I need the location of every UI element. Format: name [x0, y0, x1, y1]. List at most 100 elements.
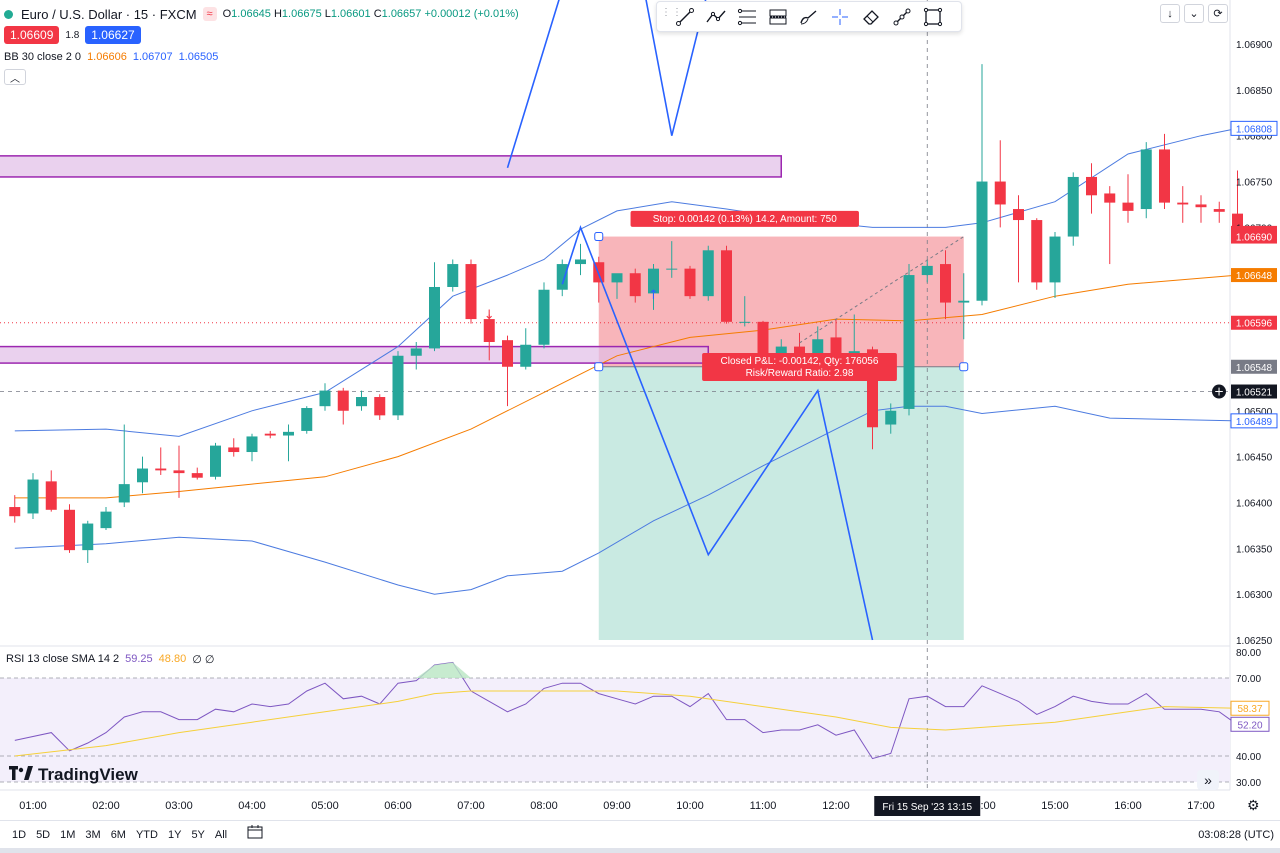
download-button[interactable]: ↓ [1160, 4, 1180, 23]
path-button[interactable] [700, 3, 731, 31]
select-area-button[interactable] [917, 3, 948, 31]
time-tick-label: 07:00 [457, 800, 485, 812]
period-6m[interactable]: 6M [110, 828, 126, 841]
candle [100, 507, 112, 530]
gear-icon: ⚙ [1247, 797, 1260, 813]
bb-indicator-name[interactable]: BB 30 close 2 0 [4, 51, 82, 63]
fib-retracement-button[interactable] [731, 3, 762, 31]
candle-body [301, 408, 313, 431]
period-5y[interactable]: 5Y [191, 828, 205, 841]
price-tick-label: 1.06450 [1236, 453, 1273, 464]
candle-body [721, 250, 732, 322]
crosshair-button[interactable] [824, 3, 855, 31]
time-tick-label: 17:00 [1187, 800, 1215, 812]
sell-button[interactable]: 1.06609 [4, 26, 60, 44]
time-tick-label: 06:00 [384, 800, 412, 812]
zigzag-line-upper [506, 0, 707, 169]
candle-body [9, 507, 21, 517]
closed-pnl-label-text: Closed P&L: -0.00142, Qty: 176056 [721, 356, 879, 367]
candle-body [483, 319, 495, 342]
price-tick-label: 1.06300 [1236, 590, 1273, 601]
price-label-text: 1.06690 [1236, 233, 1273, 244]
buy-button[interactable]: 1.06627 [85, 26, 141, 44]
candle-body [1195, 204, 1207, 208]
eraser-button[interactable] [855, 3, 886, 31]
chevron-down-icon: ⌄ [1189, 8, 1199, 20]
candle-body [958, 300, 970, 303]
bb-basis-value: 1.06606 [87, 51, 127, 63]
period-3m[interactable]: 3M [85, 828, 101, 841]
candle-body [410, 348, 422, 356]
reload-button[interactable]: ⟳ [1208, 4, 1228, 23]
period-5d[interactable]: 5D [36, 828, 51, 841]
candle [27, 473, 39, 519]
candle [392, 351, 404, 420]
price-tick-label: 1.06350 [1236, 544, 1273, 555]
tv-logo-icon [9, 765, 33, 785]
bb-lower-value: 1.06505 [178, 51, 219, 63]
candle-body [1122, 202, 1134, 211]
period-all[interactable]: All [214, 828, 228, 841]
rsi-indicator-name[interactable]: RSI 13 close SMA 14 2 [6, 653, 120, 665]
price-label-bg [1230, 120, 1278, 136]
date-range-button[interactable] [246, 824, 264, 845]
candle [684, 265, 696, 299]
candle [1067, 172, 1079, 246]
tradingview-logo[interactable]: TradingView [9, 765, 138, 785]
time-tick-label: 01:00 [19, 800, 47, 812]
period-1m[interactable]: 1M [60, 828, 76, 841]
time-tick-label: 11:00 [750, 800, 777, 812]
crosshair-icon [831, 8, 848, 25]
time-tick-label: 08:00 [530, 800, 558, 812]
candle [64, 504, 75, 553]
candle-body [885, 410, 897, 425]
candle [210, 442, 221, 480]
candle-body [429, 286, 440, 349]
bb-upper-line [14, 127, 1238, 437]
candle-body [812, 339, 824, 354]
price-label-bg [1231, 268, 1277, 283]
compare-badge[interactable]: ≈ [202, 7, 217, 21]
price-label-text: 1.06808 [1236, 124, 1273, 135]
chart-top-controls: ↓ ⌄ ⟳ [1160, 4, 1228, 23]
candle [301, 406, 313, 434]
buy-arrow-icon: ↑ [648, 288, 659, 303]
position-target-zone [598, 366, 964, 640]
bb-upper-value: 1.06707 [132, 51, 173, 63]
time-tick-label: 03:00 [165, 800, 193, 812]
dropdown-button[interactable]: ⌄ [1184, 4, 1204, 23]
collapse-legend-button[interactable]: ︿ [4, 69, 26, 85]
candle [538, 282, 550, 349]
settings-button[interactable]: ⚙ [1247, 797, 1260, 814]
period-1d[interactable]: 1D [12, 828, 27, 841]
time-tick-label: 15:00 [1041, 800, 1069, 812]
chart-canvas[interactable]: ↓ ↑ Stop: 0.00142 (0.13%) 14.2, Amount: 75… [0, 0, 1280, 820]
path-icon [705, 10, 726, 22]
utc-clock[interactable]: 03:08:28 (UTC) [1198, 828, 1274, 841]
ruler-icon [893, 8, 910, 25]
candle [1086, 163, 1097, 214]
measure-button[interactable] [886, 3, 917, 31]
trend-line-button[interactable] [669, 3, 700, 31]
candle-body [1159, 149, 1170, 203]
candle [246, 433, 258, 462]
candle [447, 259, 459, 292]
scroll-to-realtime-button[interactable]: » [1197, 770, 1219, 790]
candle-body [538, 289, 550, 345]
brush-button[interactable] [793, 3, 824, 31]
candle [483, 314, 495, 361]
period-ytd[interactable]: YTD [135, 828, 158, 841]
drag-handle-icon[interactable]: ⋮⋮ [661, 6, 683, 18]
candle [1104, 186, 1116, 265]
symbol-title[interactable]: Euro / U.S. Dollar · 15 · FXCM [21, 6, 197, 22]
rsi-legend: RSI 13 close SMA 14 2 59.25 48.80 ∅ ∅ [6, 653, 214, 666]
candle [337, 387, 349, 425]
long-position-button[interactable] [762, 3, 793, 31]
candle [976, 64, 988, 306]
candle-body [1086, 176, 1097, 196]
period-1y[interactable]: 1Y [167, 828, 182, 841]
candle-body [794, 346, 805, 354]
candle [1049, 231, 1061, 298]
candle-body [210, 445, 221, 477]
candle [465, 259, 477, 324]
